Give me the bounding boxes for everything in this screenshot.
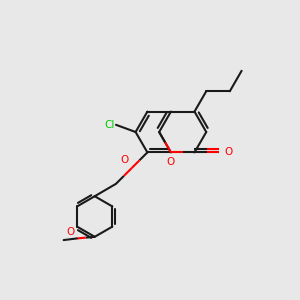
Text: Cl: Cl bbox=[105, 120, 115, 130]
Text: O: O bbox=[67, 227, 75, 237]
Text: O: O bbox=[224, 147, 232, 157]
Text: O: O bbox=[121, 155, 129, 165]
Text: O: O bbox=[167, 157, 175, 167]
